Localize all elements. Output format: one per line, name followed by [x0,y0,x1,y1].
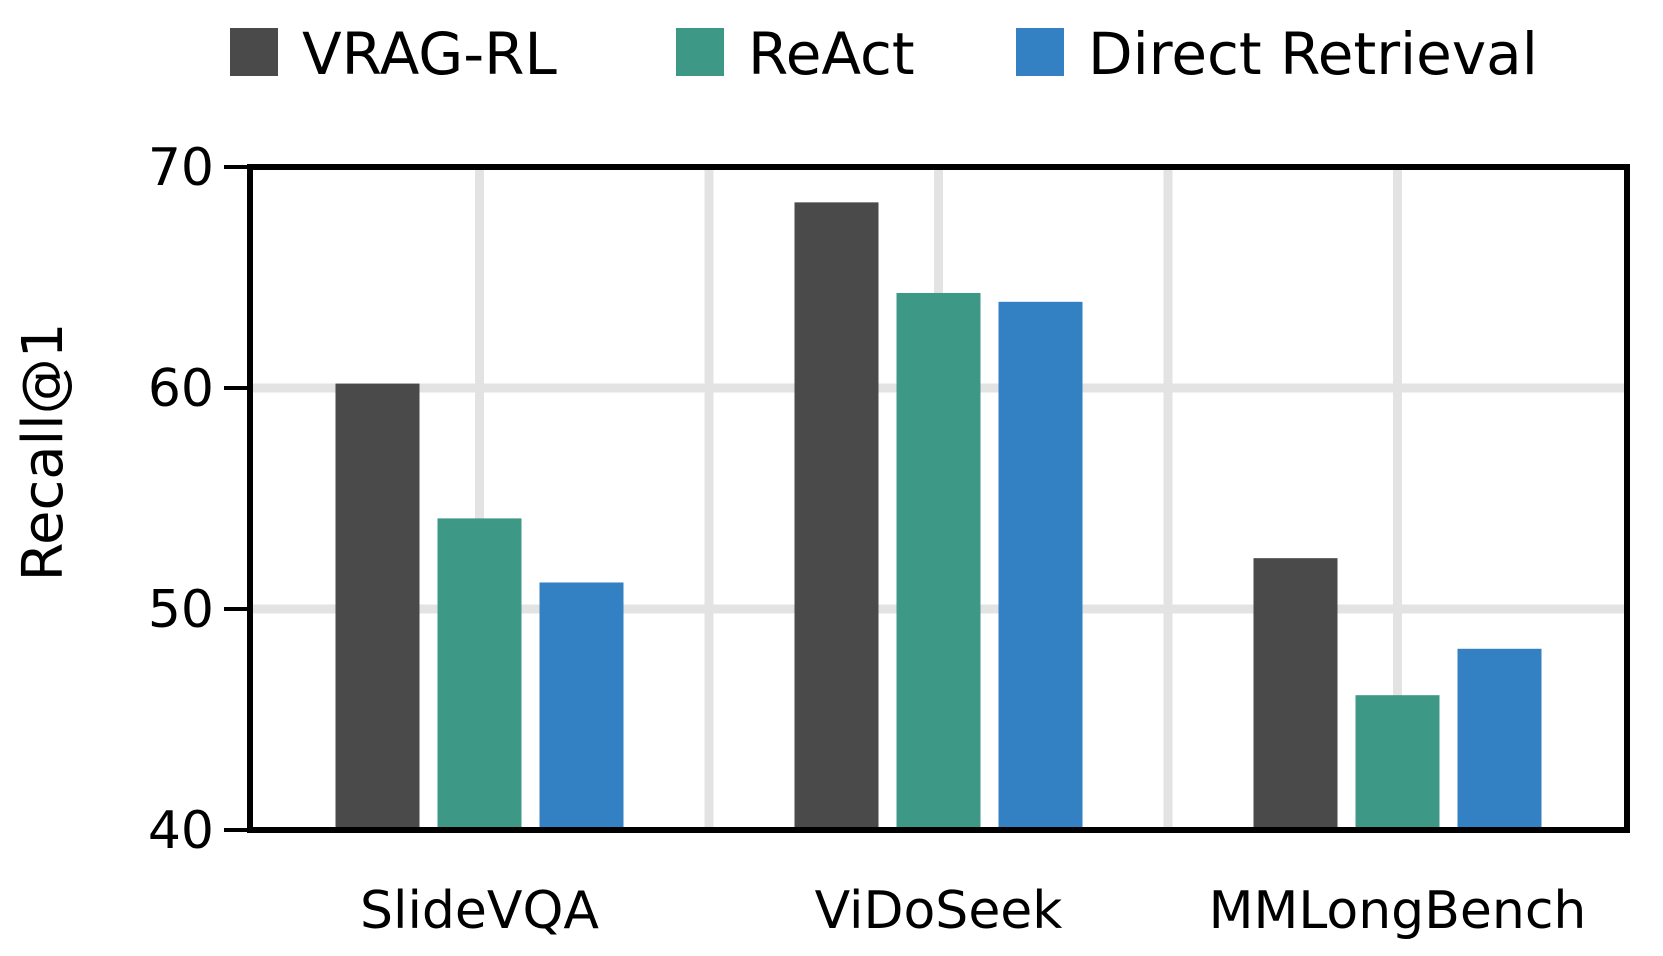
legend-swatch [676,28,724,76]
x-axis: SlideVQA ViDoSeek MMLongBench [360,881,1586,941]
bar-react-mmlongbench [1355,695,1440,830]
y-tick-label: 50 [148,580,214,640]
bar-vrag-rl-mmlongbench [1253,558,1338,830]
x-tick-label: ViDoSeek [815,881,1063,941]
legend-label: ReAct [748,20,915,88]
y-tick-label: 40 [148,801,214,861]
y-tick-label: 70 [148,138,214,198]
bar-react-vidoseek [896,292,981,831]
y-axis-title: Recall@1 [11,323,76,582]
x-tick-label: MMLongBench [1209,881,1587,941]
plot-frame [247,164,1630,833]
legend-swatch [1016,28,1064,76]
bar-direct-retrieval-slidevqa [539,582,624,830]
bars [335,202,1542,831]
x-tick-label: SlideVQA [360,881,599,941]
y-tick-label: 60 [148,359,214,419]
legend-label: VRAG-RL [302,20,557,88]
y-axis: 40 50 60 70 [148,138,250,861]
legend-item: ReAct [676,20,915,88]
bar-direct-retrieval-mmlongbench [1457,648,1542,830]
legend-label: Direct Retrieval [1088,20,1538,88]
legend-swatch [230,28,278,76]
legend-item: VRAG-RL [230,20,557,88]
bar-direct-retrieval-vidoseek [998,301,1083,830]
legend: VRAG-RL ReAct Direct Retrieval [230,20,1538,88]
bar-vrag-rl-vidoseek [794,202,879,831]
legend-item: Direct Retrieval [1016,20,1538,88]
bar-react-slidevqa [437,518,522,830]
bar-vrag-rl-slidevqa [335,383,420,830]
